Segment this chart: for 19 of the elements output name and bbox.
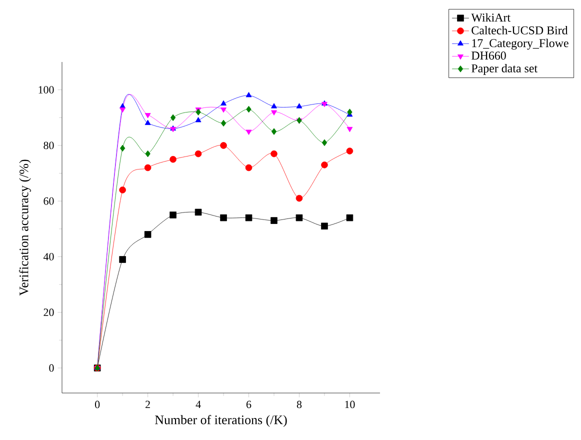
- y-tick-label: 20: [44, 308, 54, 316]
- y-tick-label: 60: [44, 197, 54, 205]
- legend-label: WikiArt: [471, 13, 510, 22]
- y-tick-label: 40: [43, 253, 54, 260]
- x-tick-label: 6: [246, 400, 252, 408]
- y-axis-title: Verification accuracy (/%): [19, 160, 31, 296]
- legend-label: 17_Category_Flowe: [472, 38, 568, 50]
- x-tick-label: 4: [196, 400, 201, 408]
- x-tick-label: 10: [345, 400, 355, 408]
- x-tick-label: 8: [296, 400, 302, 408]
- y-tick-label: 0: [49, 364, 54, 372]
- legend-label: Caltech-UCSD Bird: [472, 26, 568, 34]
- legend-label: DH660: [472, 52, 506, 60]
- legend-label: Paper data set: [472, 64, 538, 75]
- x-tick-label: 2: [146, 400, 150, 408]
- y-tick-label: 100: [38, 86, 54, 94]
- y-tick-label: 80: [44, 142, 54, 150]
- x-axis-title: Number of iterations (/K): [155, 415, 287, 427]
- x-tick-label: 0: [95, 400, 100, 408]
